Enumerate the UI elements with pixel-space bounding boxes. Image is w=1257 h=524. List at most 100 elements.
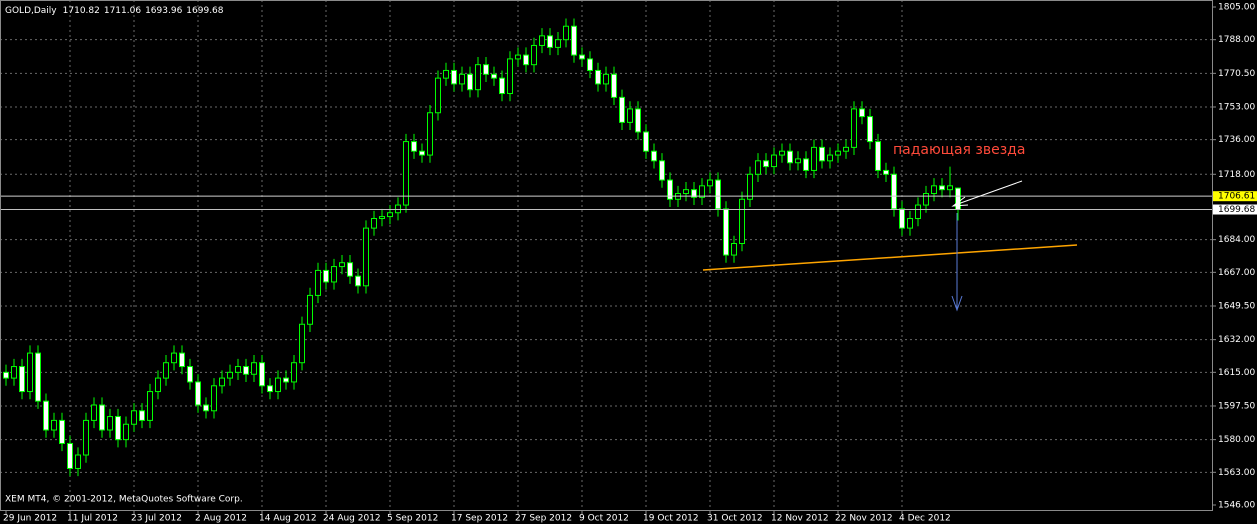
- candle-body: [659, 160, 665, 181]
- candle-body: [203, 404, 209, 412]
- candle-body: [475, 64, 481, 91]
- candle-body: [291, 362, 297, 383]
- y-tick-label: 1684.00: [1218, 235, 1255, 245]
- candle-body: [531, 44, 537, 66]
- candle-body: [339, 262, 345, 268]
- candle-body: [387, 212, 393, 218]
- candle-body: [923, 193, 929, 206]
- candle-body: [83, 419, 89, 456]
- candle-body: [691, 189, 697, 198]
- candle-body: [27, 352, 33, 393]
- candle-body: [827, 154, 833, 162]
- candle-body: [571, 25, 577, 56]
- candle-body: [819, 146, 825, 162]
- candle-body: [67, 442, 73, 469]
- x-tick-label: 5 Sep 2012: [387, 514, 438, 524]
- candle-body: [451, 69, 457, 85]
- candles: [0, 18, 1212, 477]
- x-tick-label: 27 Sep 2012: [515, 514, 572, 524]
- x-tick-label: 31 Oct 2012: [707, 514, 763, 524]
- x-tick-label: 22 Nov 2012: [835, 514, 893, 524]
- candle-body: [59, 419, 65, 444]
- candle-body: [755, 160, 761, 175]
- candle-body: [379, 216, 385, 220]
- y-tick-label: 1563.00: [1218, 468, 1255, 478]
- candle-body: [19, 366, 25, 393]
- candle-body: [171, 352, 177, 364]
- y-tick-label: 1718.00: [1218, 170, 1255, 180]
- candle-body: [435, 77, 441, 114]
- candle-body: [443, 69, 449, 79]
- candle-body: [211, 385, 217, 412]
- candle-body: [483, 64, 489, 75]
- candle-body: [427, 112, 433, 156]
- candle-body: [515, 54, 521, 60]
- candle-body: [683, 189, 689, 195]
- candle-body: [115, 416, 121, 441]
- candle-body: [267, 385, 273, 393]
- candle-body: [187, 366, 193, 383]
- candle-body: [99, 404, 105, 431]
- level-label-box: [1213, 191, 1257, 202]
- candle-body: [275, 377, 281, 393]
- y-tick-label: 1615.00: [1218, 368, 1255, 378]
- candle-body: [787, 150, 793, 164]
- x-tick-label: 24 Aug 2012: [323, 514, 381, 524]
- candle-body: [811, 146, 817, 171]
- y-tick-label: 1546.00: [1218, 501, 1255, 511]
- candle-body: [627, 108, 633, 123]
- candle-body: [139, 410, 145, 421]
- candle-body: [883, 169, 889, 175]
- y-tick-label: 1736.00: [1218, 135, 1255, 145]
- grid: [0, 0, 1212, 510]
- candle-body: [667, 179, 673, 200]
- candle-body: [251, 362, 257, 375]
- candle-body: [859, 108, 865, 118]
- pointer-arrow-head: [951, 196, 969, 207]
- candle-body: [163, 362, 169, 379]
- level-label: 1706.61: [1218, 192, 1255, 202]
- candle-body: [283, 377, 289, 383]
- x-tick-label: 9 Oct 2012: [579, 514, 629, 524]
- trend-line: [702, 244, 1078, 271]
- candle-body: [147, 391, 153, 421]
- plot-border: [0, 0, 1213, 511]
- y-tick-label: 1667.00: [1218, 268, 1255, 278]
- header-close: 1699.68: [186, 6, 223, 16]
- candle-body: [875, 141, 881, 171]
- candle-body: [307, 294, 313, 325]
- candle-body: [299, 323, 305, 364]
- candle-body: [331, 266, 337, 283]
- y-tick-label: 1788.00: [1218, 35, 1255, 45]
- candle-body: [467, 73, 473, 91]
- axes: 1805.00 1788.00 1770.50 1753.00 1736.00 1718.…: [3, 3, 1257, 524]
- header-open: 1710.82: [63, 6, 100, 16]
- y-tick-label: 1805.00: [1218, 3, 1255, 13]
- x-tick-label: 29 Jun 2012: [3, 514, 57, 524]
- candle-body: [611, 73, 617, 98]
- candle-body: [843, 146, 849, 152]
- bid-label-box: [1213, 204, 1257, 215]
- header-low: 1693.96: [145, 6, 182, 16]
- candle-body: [891, 173, 897, 210]
- candle-body: [491, 73, 497, 79]
- candle-body: [795, 158, 801, 164]
- candle-body: [939, 185, 945, 191]
- candle-body: [619, 96, 625, 123]
- annotation: падающая звезда: [893, 142, 1025, 158]
- candle-body: [11, 366, 17, 379]
- candle-body: [947, 185, 953, 191]
- x-tick-label: 2 Aug 2012: [195, 514, 247, 524]
- x-tick-label: 14 Aug 2012: [259, 514, 317, 524]
- header-high: 1711.06: [104, 6, 141, 16]
- candle-body: [315, 269, 321, 296]
- candle-body: [555, 39, 561, 48]
- y-tick-label: 1753.00: [1218, 102, 1255, 112]
- candle-body: [731, 243, 737, 256]
- candle-body: [715, 179, 721, 210]
- candle-body: [195, 381, 201, 406]
- down-arrow-head: [951, 295, 963, 312]
- candle-body: [907, 218, 913, 229]
